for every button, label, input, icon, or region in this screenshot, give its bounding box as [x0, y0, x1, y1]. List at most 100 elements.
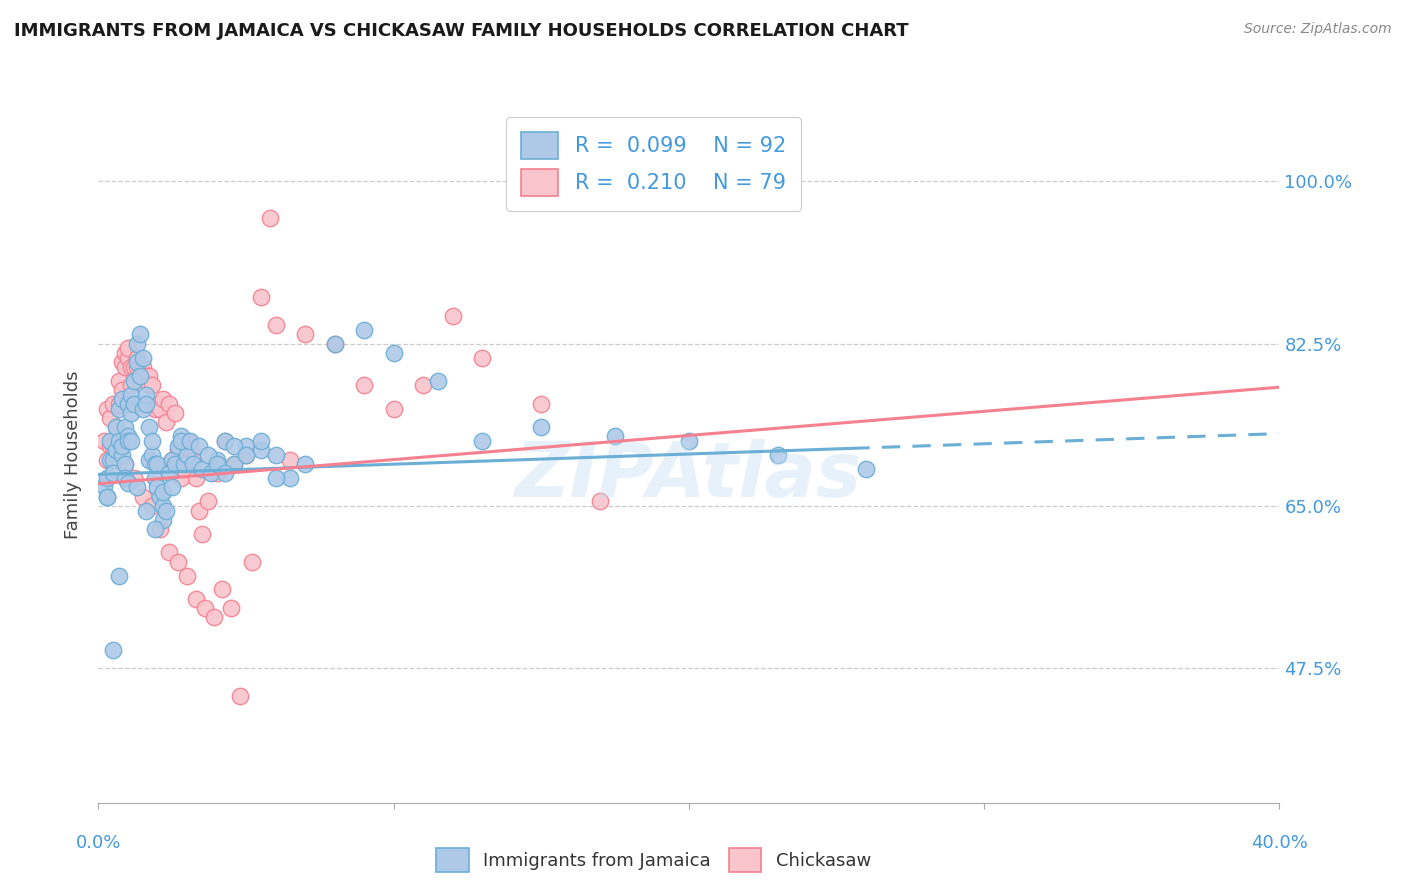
- Point: [111, 383, 134, 397]
- Point: [200, 467, 222, 481]
- Point: [122, 471, 145, 485]
- Point: [122, 359, 145, 374]
- Point: [108, 374, 131, 388]
- Point: [191, 462, 214, 476]
- Point: [250, 290, 273, 304]
- Point: [117, 434, 139, 448]
- Point: [294, 457, 316, 471]
- Point: [197, 494, 219, 508]
- Point: [162, 452, 183, 467]
- Point: [149, 522, 172, 536]
- Point: [117, 475, 139, 490]
- Point: [219, 601, 242, 615]
- Text: Source: ZipAtlas.com: Source: ZipAtlas.com: [1244, 22, 1392, 37]
- Point: [471, 434, 494, 448]
- Point: [530, 420, 553, 434]
- Point: [125, 336, 148, 351]
- Point: [111, 448, 134, 462]
- Point: [105, 420, 128, 434]
- Point: [353, 378, 375, 392]
- Point: [105, 452, 128, 467]
- Point: [235, 439, 257, 453]
- Point: [181, 457, 204, 471]
- Point: [141, 434, 163, 448]
- Point: [224, 457, 246, 471]
- Point: [214, 434, 236, 448]
- Point: [96, 471, 118, 485]
- Point: [187, 439, 209, 453]
- Point: [176, 568, 198, 582]
- Point: [170, 434, 193, 448]
- Point: [155, 503, 177, 517]
- Point: [412, 378, 434, 392]
- Point: [294, 327, 316, 342]
- Point: [114, 420, 136, 434]
- Point: [132, 359, 155, 374]
- Point: [122, 397, 145, 411]
- Text: 40.0%: 40.0%: [1251, 834, 1308, 852]
- Point: [138, 452, 160, 467]
- Point: [165, 457, 187, 471]
- Point: [114, 359, 136, 374]
- Point: [108, 401, 131, 416]
- Point: [132, 401, 155, 416]
- Point: [382, 346, 405, 360]
- Point: [214, 467, 236, 481]
- Point: [135, 387, 157, 401]
- Point: [117, 351, 139, 365]
- Point: [141, 378, 163, 392]
- Point: [93, 478, 115, 492]
- Point: [120, 378, 142, 392]
- Point: [114, 457, 136, 471]
- Point: [179, 434, 201, 448]
- Point: [766, 448, 789, 462]
- Point: [250, 443, 273, 458]
- Point: [152, 513, 174, 527]
- Point: [143, 522, 166, 536]
- Point: [167, 555, 190, 569]
- Point: [205, 457, 228, 471]
- Point: [111, 439, 134, 453]
- Point: [605, 429, 627, 443]
- Point: [181, 452, 204, 467]
- Point: [589, 494, 612, 508]
- Point: [176, 448, 198, 462]
- Point: [165, 406, 187, 420]
- Point: [128, 369, 150, 384]
- Point: [167, 439, 190, 453]
- Point: [120, 434, 142, 448]
- Point: [211, 582, 233, 597]
- Point: [98, 410, 121, 425]
- Point: [143, 401, 166, 416]
- Point: [194, 601, 217, 615]
- Point: [143, 471, 166, 485]
- Point: [157, 545, 180, 559]
- Point: [224, 457, 246, 471]
- Point: [132, 490, 155, 504]
- Point: [173, 457, 195, 471]
- Point: [128, 359, 150, 374]
- Point: [855, 462, 877, 476]
- Point: [235, 448, 257, 462]
- Point: [135, 369, 157, 384]
- Point: [240, 555, 263, 569]
- Point: [125, 355, 148, 369]
- Point: [157, 467, 180, 481]
- Point: [120, 359, 142, 374]
- Point: [146, 397, 169, 411]
- Point: [149, 401, 172, 416]
- Text: ZIPAtlas: ZIPAtlas: [515, 439, 863, 513]
- Point: [117, 429, 139, 443]
- Point: [250, 434, 273, 448]
- Point: [146, 480, 169, 494]
- Point: [167, 443, 190, 458]
- Point: [382, 401, 405, 416]
- Point: [108, 397, 131, 411]
- Point: [105, 443, 128, 458]
- Point: [162, 480, 183, 494]
- Point: [135, 503, 157, 517]
- Point: [152, 499, 174, 513]
- Point: [135, 397, 157, 411]
- Point: [103, 452, 125, 467]
- Point: [111, 355, 134, 369]
